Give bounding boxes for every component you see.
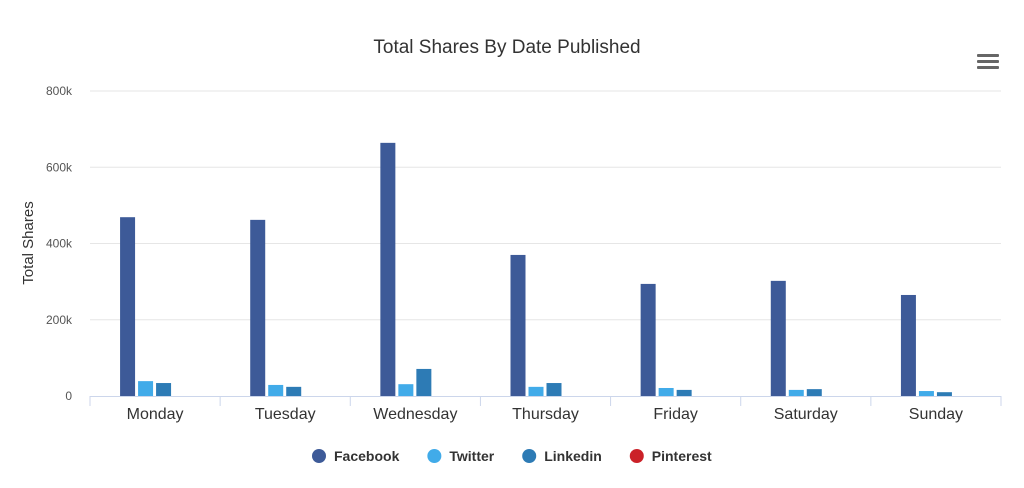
bar-facebook-tuesday[interactable] <box>250 219 266 396</box>
bar-twitter-monday[interactable] <box>138 381 154 396</box>
legend-item-twitter[interactable]: Twitter <box>427 448 495 464</box>
legend-marker <box>312 449 326 463</box>
legend-label: Twitter <box>449 448 494 464</box>
bar-linkedin-thursday[interactable] <box>546 383 562 396</box>
bar-twitter-wednesday[interactable] <box>398 384 414 396</box>
x-tick-label: Sunday <box>909 406 963 423</box>
legend-label: Facebook <box>334 448 400 464</box>
y-axis-label: Total Shares <box>20 201 37 284</box>
x-tick-label: Monday <box>127 406 184 423</box>
bar-facebook-saturday[interactable] <box>770 280 786 396</box>
x-tick-label: Tuesday <box>255 406 316 423</box>
bar-linkedin-monday[interactable] <box>156 383 172 396</box>
hamburger-menu-icon[interactable] <box>977 54 999 72</box>
bar-linkedin-tuesday[interactable] <box>286 386 302 396</box>
bar-facebook-friday[interactable] <box>640 283 656 396</box>
y-tick-label: 600k <box>46 160 73 174</box>
legend-marker <box>427 449 442 463</box>
bar-facebook-thursday[interactable] <box>510 254 526 396</box>
bar-facebook-wednesday[interactable] <box>380 142 396 396</box>
legend-label: Linkedin <box>544 448 602 464</box>
legend-item-facebook[interactable]: Facebook <box>312 448 400 464</box>
legend-label: Pinterest <box>652 448 712 464</box>
bar-facebook-monday[interactable] <box>120 217 136 396</box>
legend-marker <box>629 449 644 463</box>
bar-twitter-thursday[interactable] <box>528 386 544 396</box>
y-tick-label: 800k <box>46 84 73 98</box>
bar-linkedin-sunday[interactable] <box>936 392 952 396</box>
y-tick-label: 400k <box>46 237 73 251</box>
x-tick-label: Wednesday <box>373 406 457 423</box>
bar-linkedin-friday[interactable] <box>676 389 692 396</box>
y-tick-label: 0 <box>65 389 72 403</box>
legend-item-linkedin[interactable]: Linkedin <box>522 448 602 464</box>
chart-title: Total Shares By Date Published <box>373 37 640 58</box>
bar-twitter-sunday[interactable] <box>918 391 934 396</box>
legend-item-pinterest[interactable]: Pinterest <box>629 448 712 464</box>
bar-linkedin-wednesday[interactable] <box>416 368 432 396</box>
legend-marker <box>522 449 537 463</box>
x-tick-label: Saturday <box>774 406 838 423</box>
y-tick-label: 200k <box>46 313 73 327</box>
bar-linkedin-saturday[interactable] <box>806 389 822 396</box>
bar-twitter-friday[interactable] <box>658 387 674 396</box>
bar-facebook-sunday[interactable] <box>900 294 916 396</box>
bar-twitter-tuesday[interactable] <box>268 384 284 396</box>
x-tick-label: Thursday <box>512 406 579 423</box>
x-tick-label: Friday <box>653 406 697 423</box>
bar-twitter-saturday[interactable] <box>788 389 804 396</box>
